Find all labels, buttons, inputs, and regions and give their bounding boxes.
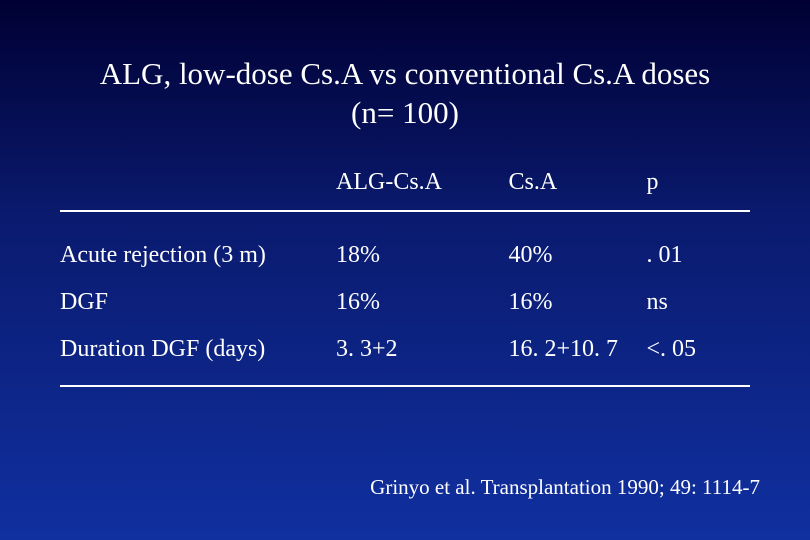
comparison-table-container: ALG-Cs.A Cs.A p Acute rejection (3 m) 18… [60, 163, 750, 387]
row-csa: 16. 2+10. 7 [509, 326, 647, 385]
table-rule-bottom [60, 385, 750, 387]
row-p: <. 05 [647, 326, 751, 385]
col-header-p: p [647, 163, 751, 210]
row-label: Acute rejection (3 m) [60, 212, 336, 279]
title-line-2: (n= 100) [351, 95, 459, 130]
row-alg: 3. 3+2 [336, 326, 509, 385]
slide-title: ALG, low-dose Cs.A vs conventional Cs.A … [0, 0, 810, 133]
table-row: Acute rejection (3 m) 18% 40% . 01 [60, 212, 750, 279]
table-row: Duration DGF (days) 3. 3+2 16. 2+10. 7 <… [60, 326, 750, 385]
citation: Grinyo et al. Transplantation 1990; 49: … [370, 475, 760, 500]
table-row: DGF 16% 16% ns [60, 279, 750, 326]
title-line-1: ALG, low-dose Cs.A vs conventional Cs.A … [100, 56, 711, 91]
row-csa: 16% [509, 279, 647, 326]
col-header-alg-csa: ALG-Cs.A [336, 163, 509, 210]
slide: ALG, low-dose Cs.A vs conventional Cs.A … [0, 0, 810, 540]
row-csa: 40% [509, 212, 647, 279]
comparison-table: ALG-Cs.A Cs.A p Acute rejection (3 m) 18… [60, 163, 750, 387]
row-alg: 16% [336, 279, 509, 326]
row-label: Duration DGF (days) [60, 326, 336, 385]
row-alg: 18% [336, 212, 509, 279]
row-label: DGF [60, 279, 336, 326]
col-header-csa: Cs.A [509, 163, 647, 210]
rule-line [60, 385, 750, 387]
col-header-blank [60, 163, 336, 210]
row-p: . 01 [647, 212, 751, 279]
table-header-row: ALG-Cs.A Cs.A p [60, 163, 750, 210]
row-p: ns [647, 279, 751, 326]
